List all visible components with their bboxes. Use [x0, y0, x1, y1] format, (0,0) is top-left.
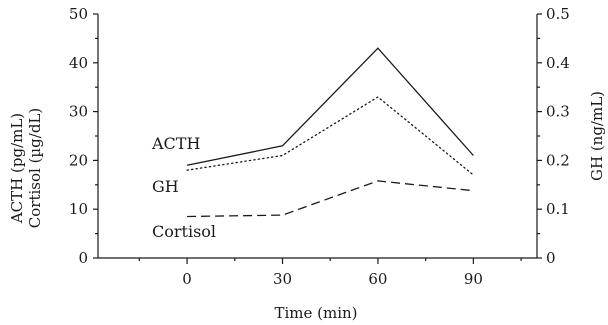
left-y-tick-label: 50	[69, 5, 88, 23]
series-line-acth	[186, 47, 474, 166]
series-label-cortisol: Cortisol	[152, 222, 216, 241]
x-tick-label: 60	[368, 270, 387, 288]
right-y-tick-label: 0.4	[546, 54, 570, 72]
x-tick-label: 90	[464, 270, 483, 288]
left-y-tick-label: 20	[69, 151, 88, 169]
x-ticks: 0 30 60 90	[138, 258, 522, 288]
right-y-tick-label: 0	[546, 249, 556, 267]
right-y-tick-label: 0.1	[546, 200, 570, 218]
series-line-cortisol	[187, 180, 474, 218]
series-lines	[186, 47, 475, 218]
left-y-tick-label: 0	[78, 249, 88, 267]
x-tick-label: 0	[182, 270, 192, 288]
series-label-gh: GH	[152, 177, 179, 196]
x-axis-title: Time (min)	[274, 304, 357, 322]
left-y-tick-label: 10	[69, 200, 88, 218]
left-y-axis-title-acth: ACTH (pg/mL)	[8, 113, 26, 224]
left-y-tick-label: 40	[69, 54, 88, 72]
right-y-axis-title-gh: GH (ng/mL)	[588, 91, 606, 181]
right-y-tick-label: 0.3	[546, 103, 570, 121]
series-line-gh	[186, 96, 475, 176]
right-y-tick-label: 0.2	[546, 151, 570, 169]
left-y-tick-label: 30	[69, 103, 88, 121]
left-y-ticks: 0 10 20 30 40 50	[69, 5, 98, 267]
right-y-ticks: 0 0.1 0.2 0.3 0.4 0.5	[537, 5, 570, 267]
x-tick-label: 30	[273, 270, 292, 288]
left-y-axis-title-cortisol: Cortisol (µg/dL)	[26, 108, 44, 228]
right-y-tick-label: 0.5	[546, 5, 570, 23]
series-label-acth: ACTH	[151, 134, 200, 153]
